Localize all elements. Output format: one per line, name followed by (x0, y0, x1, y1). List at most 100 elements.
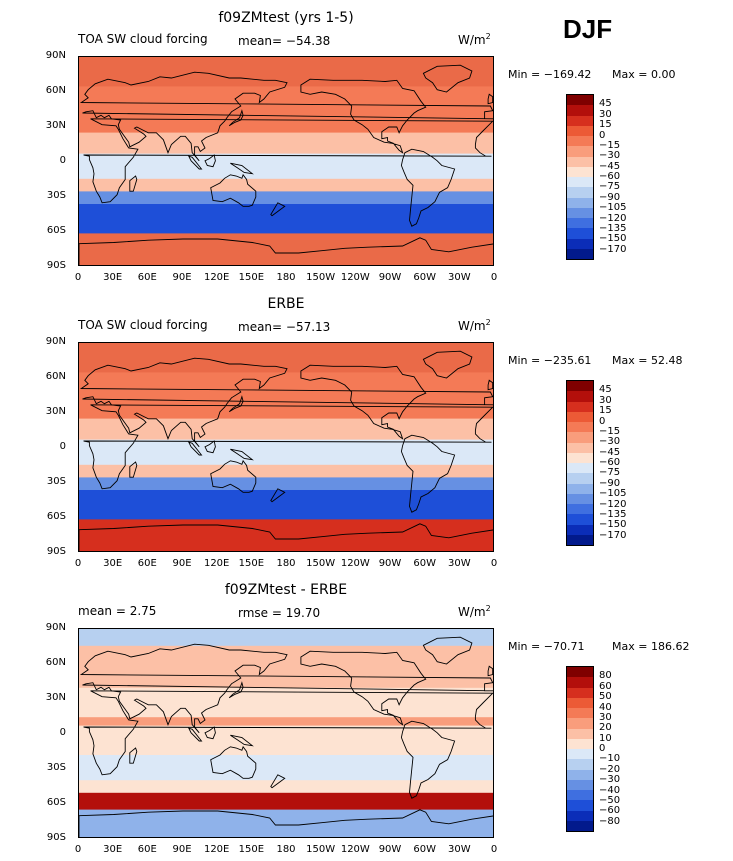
colorbar-swatch (567, 228, 593, 239)
colorbar-label: −150 (599, 233, 627, 245)
colorbar-label: −170 (599, 529, 627, 541)
sumatra-outline (187, 441, 203, 456)
colorbar-swatch (567, 677, 593, 688)
lon-tick-label: 60E (137, 558, 157, 569)
lat-tick-label: 0 (59, 727, 66, 738)
center-annotation: rmse = 19.70 (238, 606, 321, 620)
colorbar-label: −60 (599, 457, 621, 468)
lat-tick-label: 60N (45, 371, 66, 382)
lon-tick-label: 0 (490, 558, 498, 569)
colorbar-label: −45 (599, 446, 621, 458)
colorbar-swatch (567, 708, 593, 719)
lon-tick-label: 180 (276, 558, 296, 569)
colorbar-label: −10 (599, 753, 621, 765)
colorbar-label: 30 (599, 394, 612, 406)
colorbar-label: 0 (599, 743, 606, 754)
field-band (79, 645, 493, 689)
center-annotation: mean= −54.38 (238, 34, 331, 48)
field-band (79, 725, 493, 756)
colorbar (566, 666, 594, 832)
map-field (79, 57, 493, 265)
colorbar-label: 0 (599, 415, 606, 427)
colorbar-label: −60 (599, 171, 621, 182)
lat-tick-label: 0 (59, 441, 66, 452)
colorbar-swatch (567, 207, 593, 218)
lat-tick-label: 30S (46, 476, 66, 487)
colorbar-swatch (567, 504, 593, 515)
north-america-outline (300, 78, 427, 154)
panel-title: f09ZMtest (yrs 1-5) (218, 10, 354, 26)
lon-tick-label: 0 (490, 272, 498, 283)
season-label: DJF (563, 14, 613, 44)
colorbar-label: 30 (599, 108, 612, 120)
colorbar-label: −135 (599, 222, 627, 234)
min-label: Min = −70.71 (508, 640, 585, 653)
colorbar-swatch (567, 197, 593, 208)
colorbar-label: −30 (599, 150, 621, 162)
units-label: W/m2 (458, 32, 491, 47)
colorbar-swatch (567, 728, 593, 739)
lon-tick-label: 30W (448, 272, 471, 283)
uk-outline (487, 379, 493, 391)
new-zealand-outline (270, 488, 286, 503)
colorbar-swatch (567, 166, 593, 177)
colorbar-swatch (567, 473, 593, 484)
colorbar-swatch (567, 820, 593, 831)
colorbar-label: −60 (599, 805, 621, 817)
colorbar-swatch (567, 800, 593, 811)
lon-tick-label: 60W (413, 272, 436, 283)
colorbar-label: −90 (599, 191, 621, 203)
field-band (79, 755, 493, 782)
lon-tick-label: 60W (413, 844, 436, 855)
eurasia-outline (79, 643, 493, 734)
colorbar-label: −30 (599, 774, 621, 786)
colorbar-label: −15 (599, 139, 621, 151)
lon-tick-label: 150W (306, 272, 336, 283)
lon-tick-label: 120W (340, 272, 370, 283)
field-band (79, 629, 493, 647)
units-exponent: 2 (485, 318, 491, 327)
colorbar-swatch (567, 95, 593, 106)
lon-tick-label: 60W (413, 558, 436, 569)
colorbar-label: −40 (599, 784, 621, 796)
lat-tick-label: 60S (46, 511, 66, 522)
colorbar-swatch (567, 493, 593, 504)
japan-outline (228, 681, 244, 699)
lon-tick-label: 120W (340, 558, 370, 569)
lon-tick-label: 0 (490, 844, 498, 855)
colorbar-label: 50 (599, 691, 612, 703)
colorbar-swatch (567, 524, 593, 535)
lon-tick-label: 30E (103, 844, 123, 855)
lat-tick-label: 90S (46, 546, 66, 557)
colorbar-swatch (567, 810, 593, 821)
colorbar-swatch (567, 790, 593, 801)
map-field (79, 343, 493, 551)
min-label: Min = −235.61 (508, 354, 592, 367)
lon-tick-label: 90E (172, 558, 192, 569)
greenland-outline (422, 350, 473, 379)
lon-tick-label: 30E (103, 558, 123, 569)
colorbar-swatch (567, 463, 593, 474)
colorbar-swatch (567, 442, 593, 453)
new-zealand-outline (270, 202, 286, 217)
map-field (79, 629, 493, 837)
eurasia-outline (79, 71, 493, 162)
sumatra-outline (187, 155, 203, 170)
eurasia-outline (79, 357, 493, 448)
colorbar-swatch (567, 483, 593, 494)
lon-tick-label: 0 (74, 558, 82, 569)
greenland-outline (422, 636, 473, 665)
units-base: W/m (458, 319, 486, 333)
center-annotation: mean= −57.13 (238, 320, 331, 334)
colorbar-label: 45 (599, 98, 612, 110)
colorbar-swatch (567, 514, 593, 525)
africa-outline (83, 404, 493, 490)
field-band (79, 792, 493, 811)
colorbar-label: 30 (599, 711, 612, 723)
colorbar-swatch (567, 125, 593, 136)
lon-tick-label: 90E (172, 844, 192, 855)
lat-tick-label: 60N (45, 657, 66, 668)
field-band (79, 780, 493, 794)
borneo-outline (204, 440, 216, 454)
lon-tick-label: 60E (137, 272, 157, 283)
